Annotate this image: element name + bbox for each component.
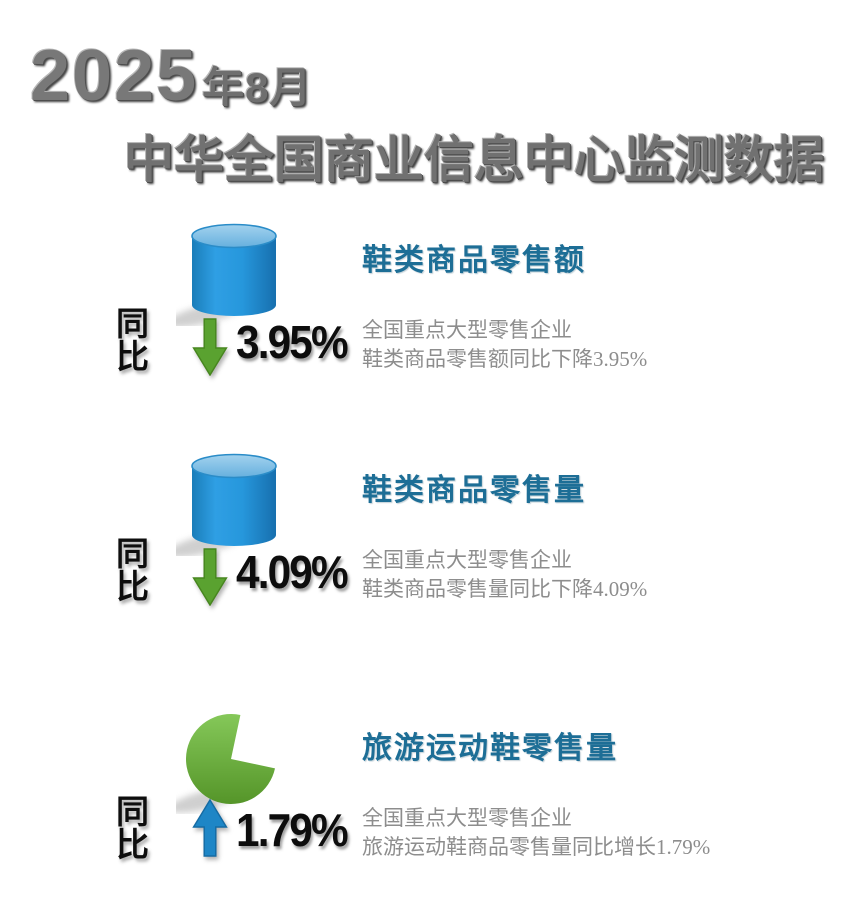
stat-section-retail-volume: 鞋类商品零售量 同比 4.09% 全国重点大型零售企业 鞋类商品零售量同比下降4…	[0, 442, 846, 622]
yoy-label: 同比	[116, 537, 160, 606]
subtitle: 中华全国商业信息中心监测数据	[124, 132, 824, 188]
up-arrow-icon	[192, 799, 228, 857]
yoy-row: 同比 3.95%	[116, 307, 356, 376]
down-arrow-icon	[192, 308, 228, 376]
yoy-row: 同比 4.09%	[116, 537, 356, 606]
section-title: 旅游运动鞋零售量	[362, 732, 618, 765]
section-description: 全国重点大型零售企业 鞋类商品零售量同比下降4.09%	[362, 546, 647, 604]
yoy-row: 同比 1.79%	[116, 795, 356, 864]
section-title: 鞋类商品零售额	[362, 244, 586, 277]
main-title: 2025 年8月	[30, 40, 313, 112]
down-arrow-icon	[192, 538, 228, 606]
yoy-value: 1.79%	[235, 804, 349, 856]
title-period: 年8月	[202, 64, 313, 111]
section-description: 全国重点大型零售企业 鞋类商品零售额同比下降3.95%	[362, 316, 647, 374]
description-line: 全国重点大型零售企业	[362, 548, 572, 572]
description-line: 鞋类商品零售额同比下降3.95%	[362, 347, 648, 371]
stat-section-sport-shoes: 旅游运动鞋零售量 同比 1.79% 全国重点大型零售企业 旅游运动鞋商品零售量同…	[0, 700, 846, 880]
section-description: 全国重点大型零售企业 旅游运动鞋商品零售量同比增长1.79%	[362, 804, 710, 862]
title-year: 2025	[30, 36, 199, 116]
yoy-value: 3.95%	[235, 316, 349, 368]
section-title: 鞋类商品零售量	[362, 474, 586, 507]
yoy-label: 同比	[116, 307, 160, 376]
yoy-value: 4.09%	[235, 546, 349, 598]
description-line: 鞋类商品零售量同比下降4.09%	[362, 577, 648, 601]
description-line: 全国重点大型零售企业	[362, 318, 572, 342]
stat-section-retail-sales: 鞋类商品零售额 同比 3.95% 全国重点大型零售企业 鞋类商品零售额同比下降3…	[0, 212, 846, 392]
description-line: 旅游运动鞋商品零售量同比增长1.79%	[362, 835, 711, 859]
description-line: 全国重点大型零售企业	[362, 806, 572, 830]
yoy-label: 同比	[116, 795, 160, 864]
